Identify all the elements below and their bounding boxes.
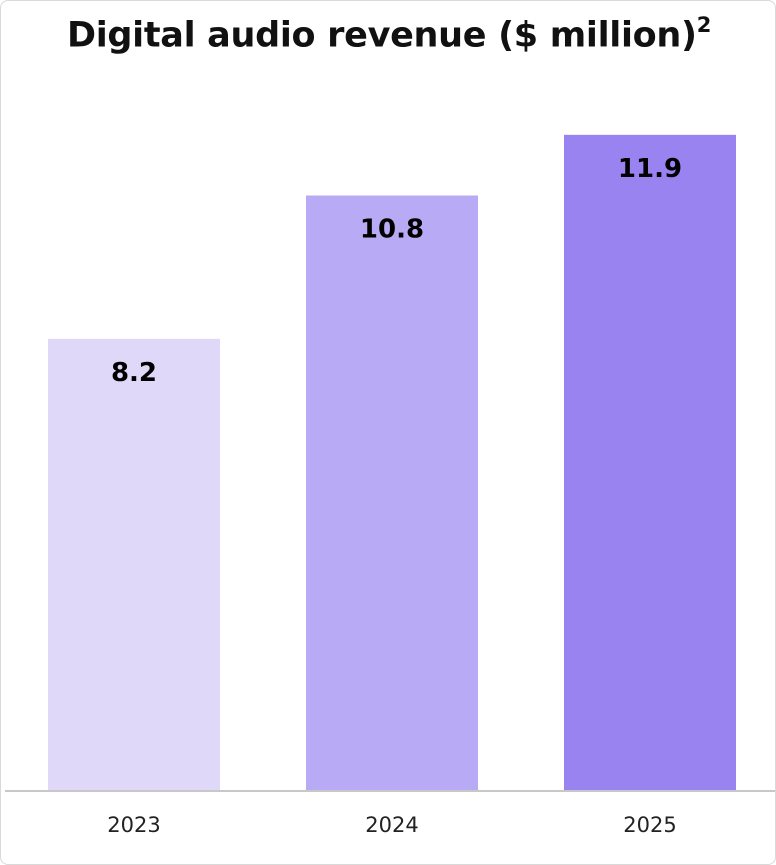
- x-tick-label-2023: 2023: [107, 813, 160, 837]
- bar-2025: [564, 134, 736, 791]
- chart-title-text: Digital audio revenue ($ million): [66, 15, 697, 56]
- bar-value-label-2023: 8.2: [111, 358, 157, 388]
- x-tick-label-2025: 2025: [623, 813, 676, 837]
- x-tick-label-2024: 2024: [365, 813, 418, 837]
- bar-value-label-2024: 10.8: [360, 214, 424, 244]
- bar-2024: [306, 195, 478, 791]
- chart-title: Digital audio revenue ($ million)2: [1, 13, 775, 56]
- bars-group: 8.2 10.8 11.9: [48, 134, 736, 791]
- chart-title-footnote: 2: [696, 13, 712, 37]
- x-ticks-group: 2023 2024 2025: [107, 813, 676, 837]
- bar-2023: [48, 338, 220, 791]
- bar-value-label-2025: 11.9: [618, 154, 682, 184]
